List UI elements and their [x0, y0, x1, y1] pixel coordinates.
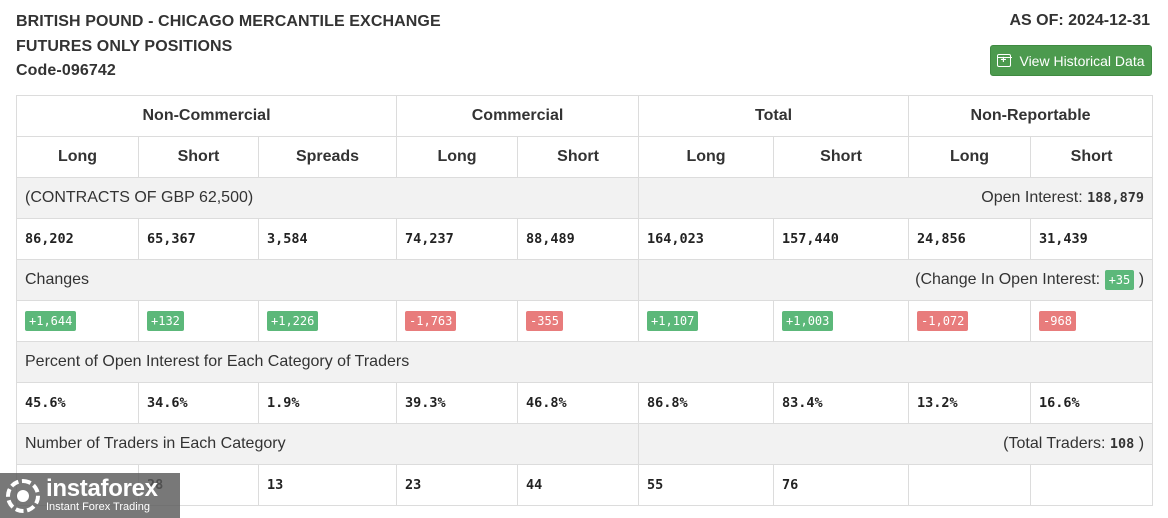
percent-label: Percent of Open Interest for Each Catego… [15, 341, 1154, 383]
col-header: Short [773, 136, 910, 178]
cot-table: Non-Commercial Commercial Total Non-Repo… [15, 95, 1154, 506]
change-badge: +1,003 [782, 311, 834, 331]
traders-section-row: Number of Traders in Each Category (Tota… [15, 423, 1154, 465]
calendar-plus-icon [996, 54, 1012, 67]
view-historical-data-label: View Historical Data [1019, 52, 1145, 69]
percent-value: 83.4% [773, 382, 910, 424]
traders-label: Number of Traders in Each Category [15, 423, 640, 465]
watermark-tagline: Instant Forex Trading [46, 501, 150, 513]
change-badge: -1,072 [917, 311, 969, 331]
percent-value: 46.8% [517, 382, 640, 424]
trader-count: 13 [257, 464, 398, 506]
contracts-section-row: (CONTRACTS OF GBP 62,500) Open Interest:… [15, 177, 1154, 219]
group-total: Total [638, 95, 910, 137]
group-header-row: Non-Commercial Commercial Total Non-Repo… [15, 95, 1154, 137]
position-value: 24,856 [908, 218, 1032, 260]
view-historical-data-button[interactable]: View Historical Data [990, 45, 1152, 76]
position-value: 3,584 [257, 218, 398, 260]
col-header: Long [16, 136, 139, 178]
col-header: Short [1030, 136, 1154, 178]
total-traders-value: 108 [1109, 436, 1135, 452]
position-value: 86,202 [16, 218, 139, 260]
position-value: 65,367 [138, 218, 259, 260]
change-oi-label: (Change In Open Interest: [915, 271, 1101, 288]
change-badge: +1,226 [267, 311, 319, 331]
percent-value: 45.6% [16, 382, 139, 424]
change-badge: -1,763 [405, 311, 457, 331]
percent-value: 13.2% [908, 382, 1032, 424]
col-header: Short [517, 136, 640, 178]
change-badge: +1,107 [647, 311, 699, 331]
percent-value: 16.6% [1030, 382, 1154, 424]
change-badge: +132 [147, 311, 184, 331]
col-header: Long [396, 136, 519, 178]
group-non-commercial: Non-Commercial [15, 95, 398, 137]
trader-count [908, 464, 1032, 506]
position-value: 31,439 [1030, 218, 1154, 260]
percent-value: 1.9% [257, 382, 398, 424]
percent-value: 34.6% [138, 382, 259, 424]
change-badge: -355 [526, 311, 563, 331]
watermark-name: instaforex [46, 475, 158, 502]
column-header-row: Long Short Spreads Long Short Long Short… [16, 136, 1154, 178]
instaforex-logo-icon [6, 478, 40, 513]
as-of-date: AS OF: 2024-12-31 [1009, 12, 1150, 29]
change-badge: +1,644 [25, 311, 77, 331]
contracts-label: (CONTRACTS OF GBP 62,500) [15, 177, 640, 219]
change-oi-badge: +35 [1104, 270, 1135, 290]
report-code: Code-096742 [16, 62, 116, 79]
changes-label: Changes [15, 259, 640, 301]
position-value: 157,440 [773, 218, 910, 260]
percent-value: 39.3% [396, 382, 519, 424]
open-interest-value: 188,879 [1087, 190, 1145, 206]
col-header: Long [908, 136, 1032, 178]
open-interest-label: Open Interest: [981, 189, 1083, 206]
change-oi-close: ) [1138, 271, 1145, 288]
trader-count: 44 [517, 464, 640, 506]
percent-section-row: Percent of Open Interest for Each Catego… [15, 341, 1154, 383]
position-value: 164,023 [638, 218, 775, 260]
group-commercial: Commercial [396, 95, 640, 137]
col-header: Short [138, 136, 259, 178]
change-open-interest-cell: (Change In Open Interest: +35 ) [638, 259, 1154, 301]
changes-section-row: Changes (Change In Open Interest: +35 ) [15, 259, 1154, 301]
report-title-line1: BRITISH POUND - CHICAGO MERCANTILE EXCHA… [16, 13, 441, 30]
percent-value: 86.8% [638, 382, 775, 424]
position-value: 88,489 [517, 218, 640, 260]
col-header: Spreads [257, 136, 398, 178]
positions-row: 86,202 65,367 3,584 74,237 88,489 164,02… [16, 218, 1154, 260]
total-traders-cell: (Total Traders: 108 ) [638, 423, 1154, 465]
total-traders-close: ) [1138, 435, 1145, 452]
instaforex-watermark: instaforex Instant Forex Trading [0, 473, 180, 518]
trader-count: 76 [773, 464, 910, 506]
percent-row: 45.6% 34.6% 1.9% 39.3% 46.8% 86.8% 83.4%… [16, 382, 1154, 424]
trader-count: 55 [638, 464, 775, 506]
group-non-reportable: Non-Reportable [908, 95, 1154, 137]
total-traders-label: (Total Traders: [1003, 435, 1106, 452]
report-title-line2: FUTURES ONLY POSITIONS [16, 37, 233, 55]
open-interest-cell: Open Interest: 188,879 [638, 177, 1154, 219]
changes-row: +1,644 +132 +1,226 -1,763 -355 +1,107 +1… [16, 300, 1154, 342]
change-badge: -968 [1039, 311, 1076, 331]
trader-count [1030, 464, 1154, 506]
col-header: Long [638, 136, 775, 178]
traders-row: 28 13 23 44 55 76 [16, 464, 1154, 506]
trader-count: 23 [396, 464, 519, 506]
report-header: BRITISH POUND - CHICAGO MERCANTILE EXCHA… [16, 10, 1152, 94]
position-value: 74,237 [396, 218, 519, 260]
